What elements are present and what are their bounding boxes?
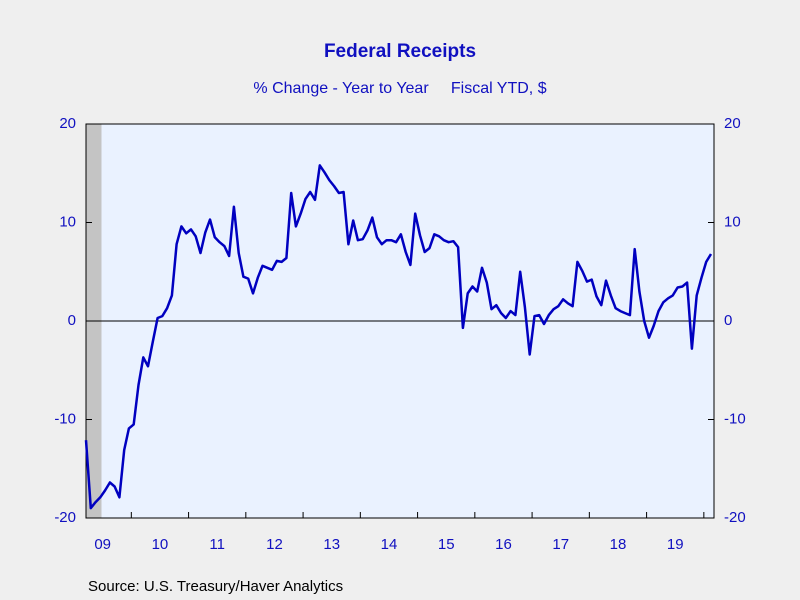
x-tick-label: 15 — [438, 536, 455, 553]
x-tick-label: 12 — [266, 536, 283, 553]
x-tick-label: 10 — [152, 536, 169, 553]
x-tick-label: 11 — [209, 536, 225, 553]
y-tick-label: 10 — [59, 213, 76, 230]
chart-subtitle: % Change - Year to Year Fiscal YTD, $ — [253, 80, 546, 97]
y2-tick-label: 20 — [724, 115, 741, 132]
x-tick-label: 13 — [323, 536, 340, 553]
x-tick-label: 16 — [495, 536, 512, 553]
x-tick-label: 19 — [667, 536, 684, 553]
y2-tick-label: 10 — [724, 213, 741, 230]
y-tick-label: -20 — [54, 509, 76, 526]
source: Source: U.S. Treasury/Haver Analytics — [88, 578, 343, 595]
y2-tick-label: -20 — [724, 509, 746, 526]
chart-title: Federal Receipts — [324, 41, 476, 62]
x-tick-label: 14 — [381, 536, 398, 553]
y-tick-label: 20 — [59, 115, 76, 132]
x-tick-label: 17 — [552, 536, 569, 553]
x-tick-label: 09 — [94, 536, 111, 553]
y-tick-label: -10 — [54, 410, 76, 427]
data-line — [84, 164, 713, 510]
x-tick-label: 18 — [610, 536, 627, 553]
y2-tick-label: 0 — [724, 312, 732, 329]
y2-tick-label: -10 — [724, 410, 746, 427]
y-tick-label: 0 — [68, 312, 76, 329]
